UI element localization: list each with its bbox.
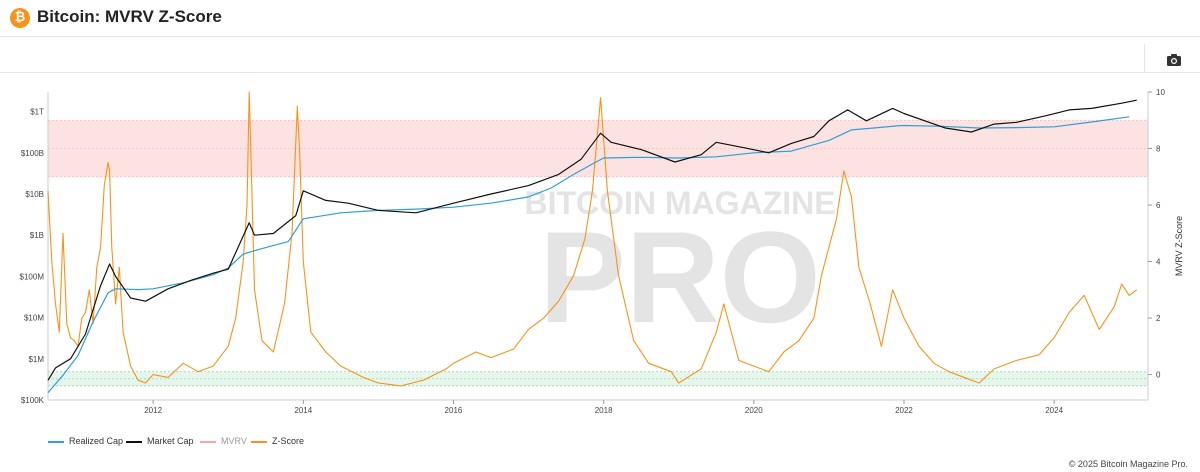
header-divider <box>0 36 1200 37</box>
series-line-z-score <box>47 91 1138 387</box>
y-right-tick-label: 2 <box>1156 314 1161 323</box>
series-layer <box>47 91 1138 394</box>
x-tick-label: 2018 <box>595 406 613 415</box>
toolbar-divider-bottom <box>0 72 1200 73</box>
copyright-text: © 2025 Bitcoin Magazine Pro. <box>1068 459 1188 469</box>
legend-swatch <box>200 440 216 443</box>
watermark: BITCOIN MAGAZINE PRO <box>524 185 835 350</box>
y-right-tick-label: 6 <box>1156 201 1161 210</box>
x-tick-label: 2022 <box>895 406 913 415</box>
legend-label: Z-Score <box>272 436 305 446</box>
x-tick-label: 2020 <box>745 406 763 415</box>
y-left-tick-label: $10B <box>25 190 44 199</box>
legend-swatch <box>251 440 267 443</box>
y-left-tick-label: $1T <box>30 108 44 117</box>
legend-item-mvrv[interactable]: MVRV <box>200 436 247 446</box>
legend-item-realized-cap[interactable]: Realized Cap <box>48 436 123 446</box>
x-tick-label: 2012 <box>144 406 162 415</box>
legend-swatch <box>48 440 64 443</box>
y-left-tick-label: $100K <box>21 396 45 405</box>
legend-label: MVRV <box>221 436 247 446</box>
legend-item-z-score[interactable]: Z-Score <box>251 436 304 446</box>
series-line-market-cap <box>47 99 1137 381</box>
toolbar-divider <box>1144 44 1145 72</box>
y-left-tick-label: $10M <box>24 314 44 323</box>
legend-label: Market Cap <box>147 436 194 446</box>
bitcoin-icon: ₿ <box>10 8 30 28</box>
page-title: Bitcoin: MVRV Z-Score <box>37 7 222 26</box>
y-right-tick-label: 0 <box>1156 371 1161 380</box>
y-right-tick-label: 10 <box>1156 88 1165 97</box>
y-left-tick-label: $1M <box>28 355 44 364</box>
x-tick-label: 2016 <box>445 406 463 415</box>
x-tick-label: 2014 <box>294 406 312 415</box>
chart-area[interactable]: BITCOIN MAGAZINE PRO $100K$1M$10M$100M$1… <box>0 84 1200 424</box>
y-left-tick-label: $1B <box>30 231 44 240</box>
y-left-tick-label: $100B <box>21 149 44 158</box>
series-line-realized-cap <box>47 116 1130 394</box>
watermark-main: PRO <box>539 204 821 350</box>
y-right-axis-label: MVRV Z-Score <box>1174 216 1184 276</box>
axes-layer: $100K $1M $10M $100M $1B $10B $100B $1T 0 2 4 6 8 10 M… <box>20 88 1184 415</box>
chart-header: ₿ Bitcoin: MVRV Z-Score <box>0 0 1200 36</box>
legend-swatch <box>126 440 142 443</box>
x-tick-label: 2024 <box>1045 406 1063 415</box>
y-left-tick-label: $100M <box>20 272 45 281</box>
legend-label: Realized Cap <box>69 436 124 446</box>
watermark-top: BITCOIN MAGAZINE <box>524 185 835 221</box>
y-right-tick-label: 4 <box>1156 258 1161 267</box>
legend-item-market-cap[interactable]: Market Cap <box>126 436 194 446</box>
y-right-tick-label: 8 <box>1156 145 1161 154</box>
camera-icon[interactable] <box>1166 52 1182 68</box>
